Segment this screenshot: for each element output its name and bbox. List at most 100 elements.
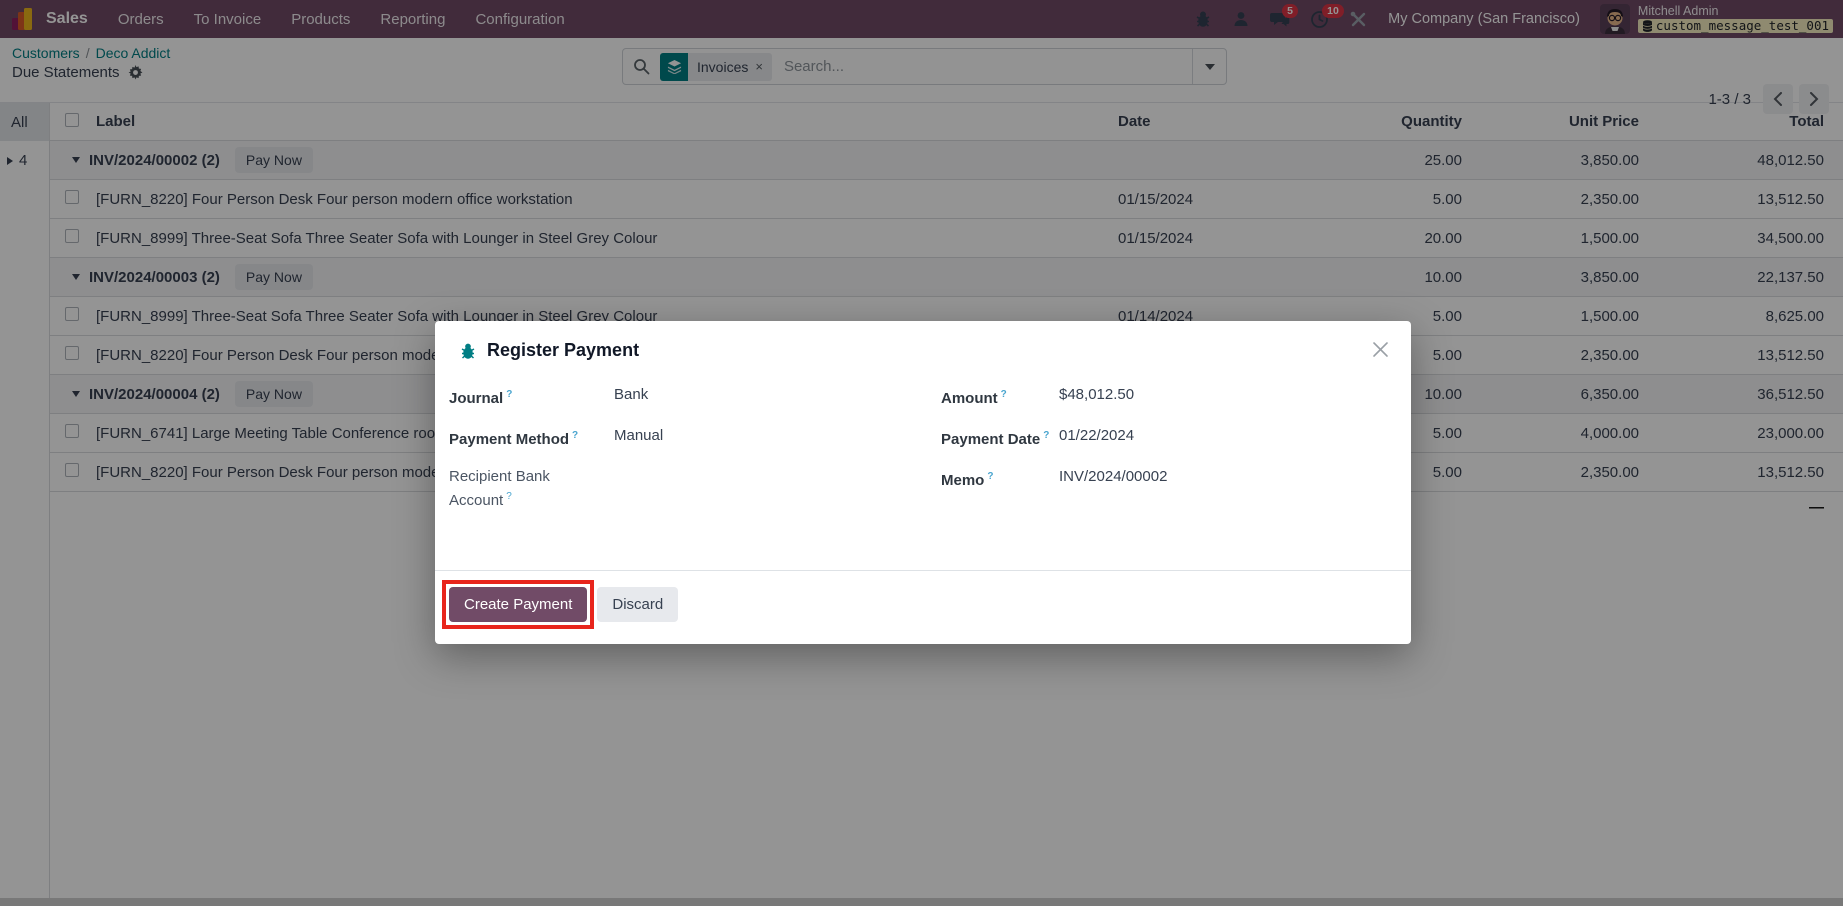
group-label-cell: INV/2024/00003 (2) Pay Now bbox=[50, 264, 1116, 290]
row-checkbox[interactable] bbox=[65, 307, 79, 321]
row-checkbox[interactable] bbox=[65, 229, 79, 243]
column-header-date[interactable]: Date bbox=[1118, 113, 1151, 130]
column-header-unit-price[interactable]: Unit Price bbox=[1568, 113, 1639, 130]
column-header-quantity[interactable]: Quantity bbox=[1401, 113, 1462, 130]
nav-item-orders[interactable]: Orders bbox=[117, 10, 164, 28]
field-value[interactable]: Manual bbox=[614, 427, 664, 444]
modal-body: Journal? Bank Payment Method? Manual Recipie… bbox=[435, 371, 1411, 570]
search-dropdown-toggle[interactable] bbox=[1192, 49, 1226, 84]
window-bottom-edge bbox=[0, 898, 1843, 906]
invoice-line-row[interactable]: [FURN_8999] Three-Seat Sofa Three Seater… bbox=[50, 219, 1843, 258]
row-checkbox[interactable] bbox=[65, 190, 79, 204]
cell-unit-price: 3,850.00 bbox=[1580, 151, 1639, 169]
caret-right-icon bbox=[7, 156, 13, 165]
help-question-icon[interactable]: ? bbox=[506, 389, 513, 400]
group-label: INV/2024/00003 (2) bbox=[89, 268, 220, 286]
field-label: Amount? bbox=[941, 389, 1007, 407]
cell-total: 23,000.00 bbox=[1757, 424, 1824, 442]
nav-item-reporting[interactable]: Reporting bbox=[380, 10, 446, 28]
field-row: Memo? INV/2024/00002 bbox=[941, 467, 1387, 491]
group-label: INV/2024/00004 (2) bbox=[89, 385, 220, 403]
breadcrumb-deco-addict[interactable]: Deco Addict bbox=[95, 45, 171, 61]
cell-unit-price: 4,000.00 bbox=[1580, 424, 1639, 442]
row-checkbox[interactable] bbox=[65, 346, 79, 360]
cell-quantity: 20.00 bbox=[1424, 229, 1462, 247]
column-header-label[interactable]: Label bbox=[96, 113, 136, 130]
modal-footer: Create Payment Discard bbox=[435, 570, 1411, 644]
facet-remove-icon[interactable]: × bbox=[755, 59, 763, 74]
sales-app-icon[interactable] bbox=[10, 6, 36, 32]
invoice-group-row[interactable]: INV/2024/00002 (2) Pay Now 25.00 3,850.00 48… bbox=[50, 141, 1843, 180]
user-presence-icon[interactable] bbox=[1232, 10, 1250, 28]
cell-unit-price: 3,850.00 bbox=[1580, 268, 1639, 286]
help-question-icon[interactable]: ? bbox=[506, 491, 512, 502]
pager-range[interactable]: 1-3 / 3 bbox=[1708, 90, 1751, 108]
user-menu[interactable]: Mitchell Admin custom_message_test_001 bbox=[1599, 4, 1833, 34]
activity-clock-icon[interactable]: 10 bbox=[1310, 3, 1344, 29]
nav-item-configuration[interactable]: Configuration bbox=[475, 10, 565, 28]
side-pane-all[interactable]: All bbox=[0, 103, 49, 141]
field-row: Recipient Bank Account? bbox=[449, 467, 941, 511]
cell-unit-price: 2,350.00 bbox=[1580, 190, 1639, 208]
aggregate-dash: — bbox=[1809, 498, 1824, 516]
nav-item-products[interactable]: Products bbox=[291, 10, 351, 28]
debug-bug-icon[interactable] bbox=[1194, 10, 1212, 28]
cell-total: 36,512.50 bbox=[1757, 385, 1824, 403]
field-value[interactable]: Bank bbox=[614, 386, 649, 403]
breadcrumb-customers[interactable]: Customers bbox=[12, 45, 80, 61]
cell-total: 13,512.50 bbox=[1757, 346, 1824, 364]
field-value[interactable]: INV/2024/00002 bbox=[1059, 468, 1168, 485]
pay-now-button[interactable]: Pay Now bbox=[234, 147, 313, 173]
database-badge: custom_message_test_001 bbox=[1637, 19, 1833, 33]
messages-badge: 5 bbox=[1282, 4, 1298, 18]
pager-next-button[interactable] bbox=[1799, 84, 1829, 114]
help-question-icon[interactable]: ? bbox=[572, 430, 579, 441]
select-all-checkbox[interactable] bbox=[65, 112, 79, 127]
pay-now-button[interactable]: Pay Now bbox=[234, 381, 313, 407]
gear-icon[interactable] bbox=[128, 65, 143, 80]
cell-unit-price: 2,350.00 bbox=[1580, 346, 1639, 364]
field-value[interactable] bbox=[614, 467, 941, 487]
pager: 1-3 / 3 bbox=[1708, 84, 1829, 114]
pay-now-button[interactable]: Pay Now bbox=[234, 264, 313, 290]
breadcrumb-separator: / bbox=[85, 45, 90, 61]
help-question-icon[interactable]: ? bbox=[1000, 389, 1007, 400]
chevron-down-icon bbox=[1204, 63, 1215, 70]
cell-date: 01/14/2024 bbox=[1118, 307, 1194, 325]
field-label: Payment Date? bbox=[941, 430, 1050, 448]
row-checkbox-cell bbox=[50, 190, 96, 208]
search-input[interactable] bbox=[783, 58, 1192, 75]
messages-icon[interactable]: 5 bbox=[1270, 4, 1298, 28]
search-facet-invoices: Invoices × bbox=[660, 52, 772, 81]
cell-quantity: 5.00 bbox=[1432, 190, 1462, 208]
field-row: Amount? $48,012.50 bbox=[941, 385, 1387, 409]
close-icon[interactable] bbox=[1368, 337, 1393, 362]
row-checkbox[interactable] bbox=[65, 424, 79, 438]
pager-previous-button[interactable] bbox=[1763, 84, 1793, 114]
row-checkbox-cell bbox=[50, 463, 96, 481]
invoice-line-row[interactable]: [FURN_8220] Four Person Desk Four person… bbox=[50, 180, 1843, 219]
help-question-icon[interactable]: ? bbox=[1043, 430, 1050, 441]
facet-label: Invoices bbox=[697, 58, 749, 75]
nav-item-to-invoice[interactable]: To Invoice bbox=[193, 10, 262, 28]
caret-down-icon bbox=[72, 391, 80, 397]
field-row: Payment Method? Manual bbox=[449, 426, 941, 450]
column-header-total[interactable]: Total bbox=[1789, 113, 1824, 130]
create-payment-button[interactable]: Create Payment bbox=[442, 580, 595, 629]
side-pane-group-4[interactable]: 4 bbox=[0, 141, 49, 180]
row-checkbox[interactable] bbox=[65, 463, 79, 477]
tools-icon[interactable] bbox=[1349, 10, 1368, 29]
help-question-icon[interactable]: ? bbox=[987, 471, 994, 482]
company-switcher[interactable]: My Company (San Francisco) bbox=[1388, 11, 1580, 27]
search-bar: Invoices × bbox=[622, 48, 1227, 85]
app-name[interactable]: Sales bbox=[46, 10, 88, 27]
cell-total: 13,512.50 bbox=[1757, 190, 1824, 208]
field-label: Payment Method? bbox=[449, 430, 579, 448]
field-value[interactable]: $48,012.50 bbox=[1059, 386, 1135, 403]
cell-unit-price: 1,500.00 bbox=[1580, 307, 1639, 325]
field-value[interactable]: 01/22/2024 bbox=[1059, 427, 1135, 444]
nav-menus: Orders To Invoice Products Reporting Con… bbox=[118, 11, 565, 28]
invoice-group-row[interactable]: INV/2024/00003 (2) Pay Now 10.00 3,850.00 22… bbox=[50, 258, 1843, 297]
discard-button[interactable]: Discard bbox=[597, 587, 679, 622]
field-label: Recipient Bank Account? bbox=[449, 468, 550, 509]
